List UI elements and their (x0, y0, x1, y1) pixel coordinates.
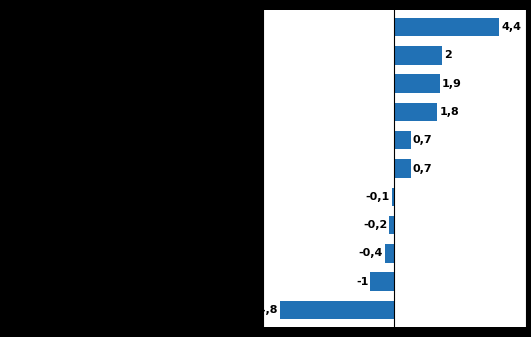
Text: -4,8: -4,8 (253, 305, 278, 315)
Text: -0,2: -0,2 (363, 220, 388, 230)
Bar (389, 216, 394, 234)
Text: 0,7: 0,7 (413, 135, 433, 145)
Text: 0,7: 0,7 (413, 163, 433, 174)
Bar (370, 272, 394, 291)
Text: -1: -1 (356, 277, 369, 287)
Bar (394, 131, 411, 149)
Text: 1,9: 1,9 (442, 79, 461, 89)
Text: -0,4: -0,4 (358, 248, 383, 258)
Bar (279, 301, 394, 319)
Text: 1,8: 1,8 (439, 107, 459, 117)
Bar (394, 103, 437, 121)
Text: 4,4: 4,4 (501, 22, 521, 32)
Bar (392, 188, 394, 206)
Bar (394, 159, 411, 178)
Bar (384, 244, 394, 263)
Text: -0,1: -0,1 (366, 192, 390, 202)
Text: 2: 2 (444, 50, 452, 60)
Bar (394, 74, 440, 93)
Bar (394, 46, 442, 65)
Bar (394, 18, 499, 36)
